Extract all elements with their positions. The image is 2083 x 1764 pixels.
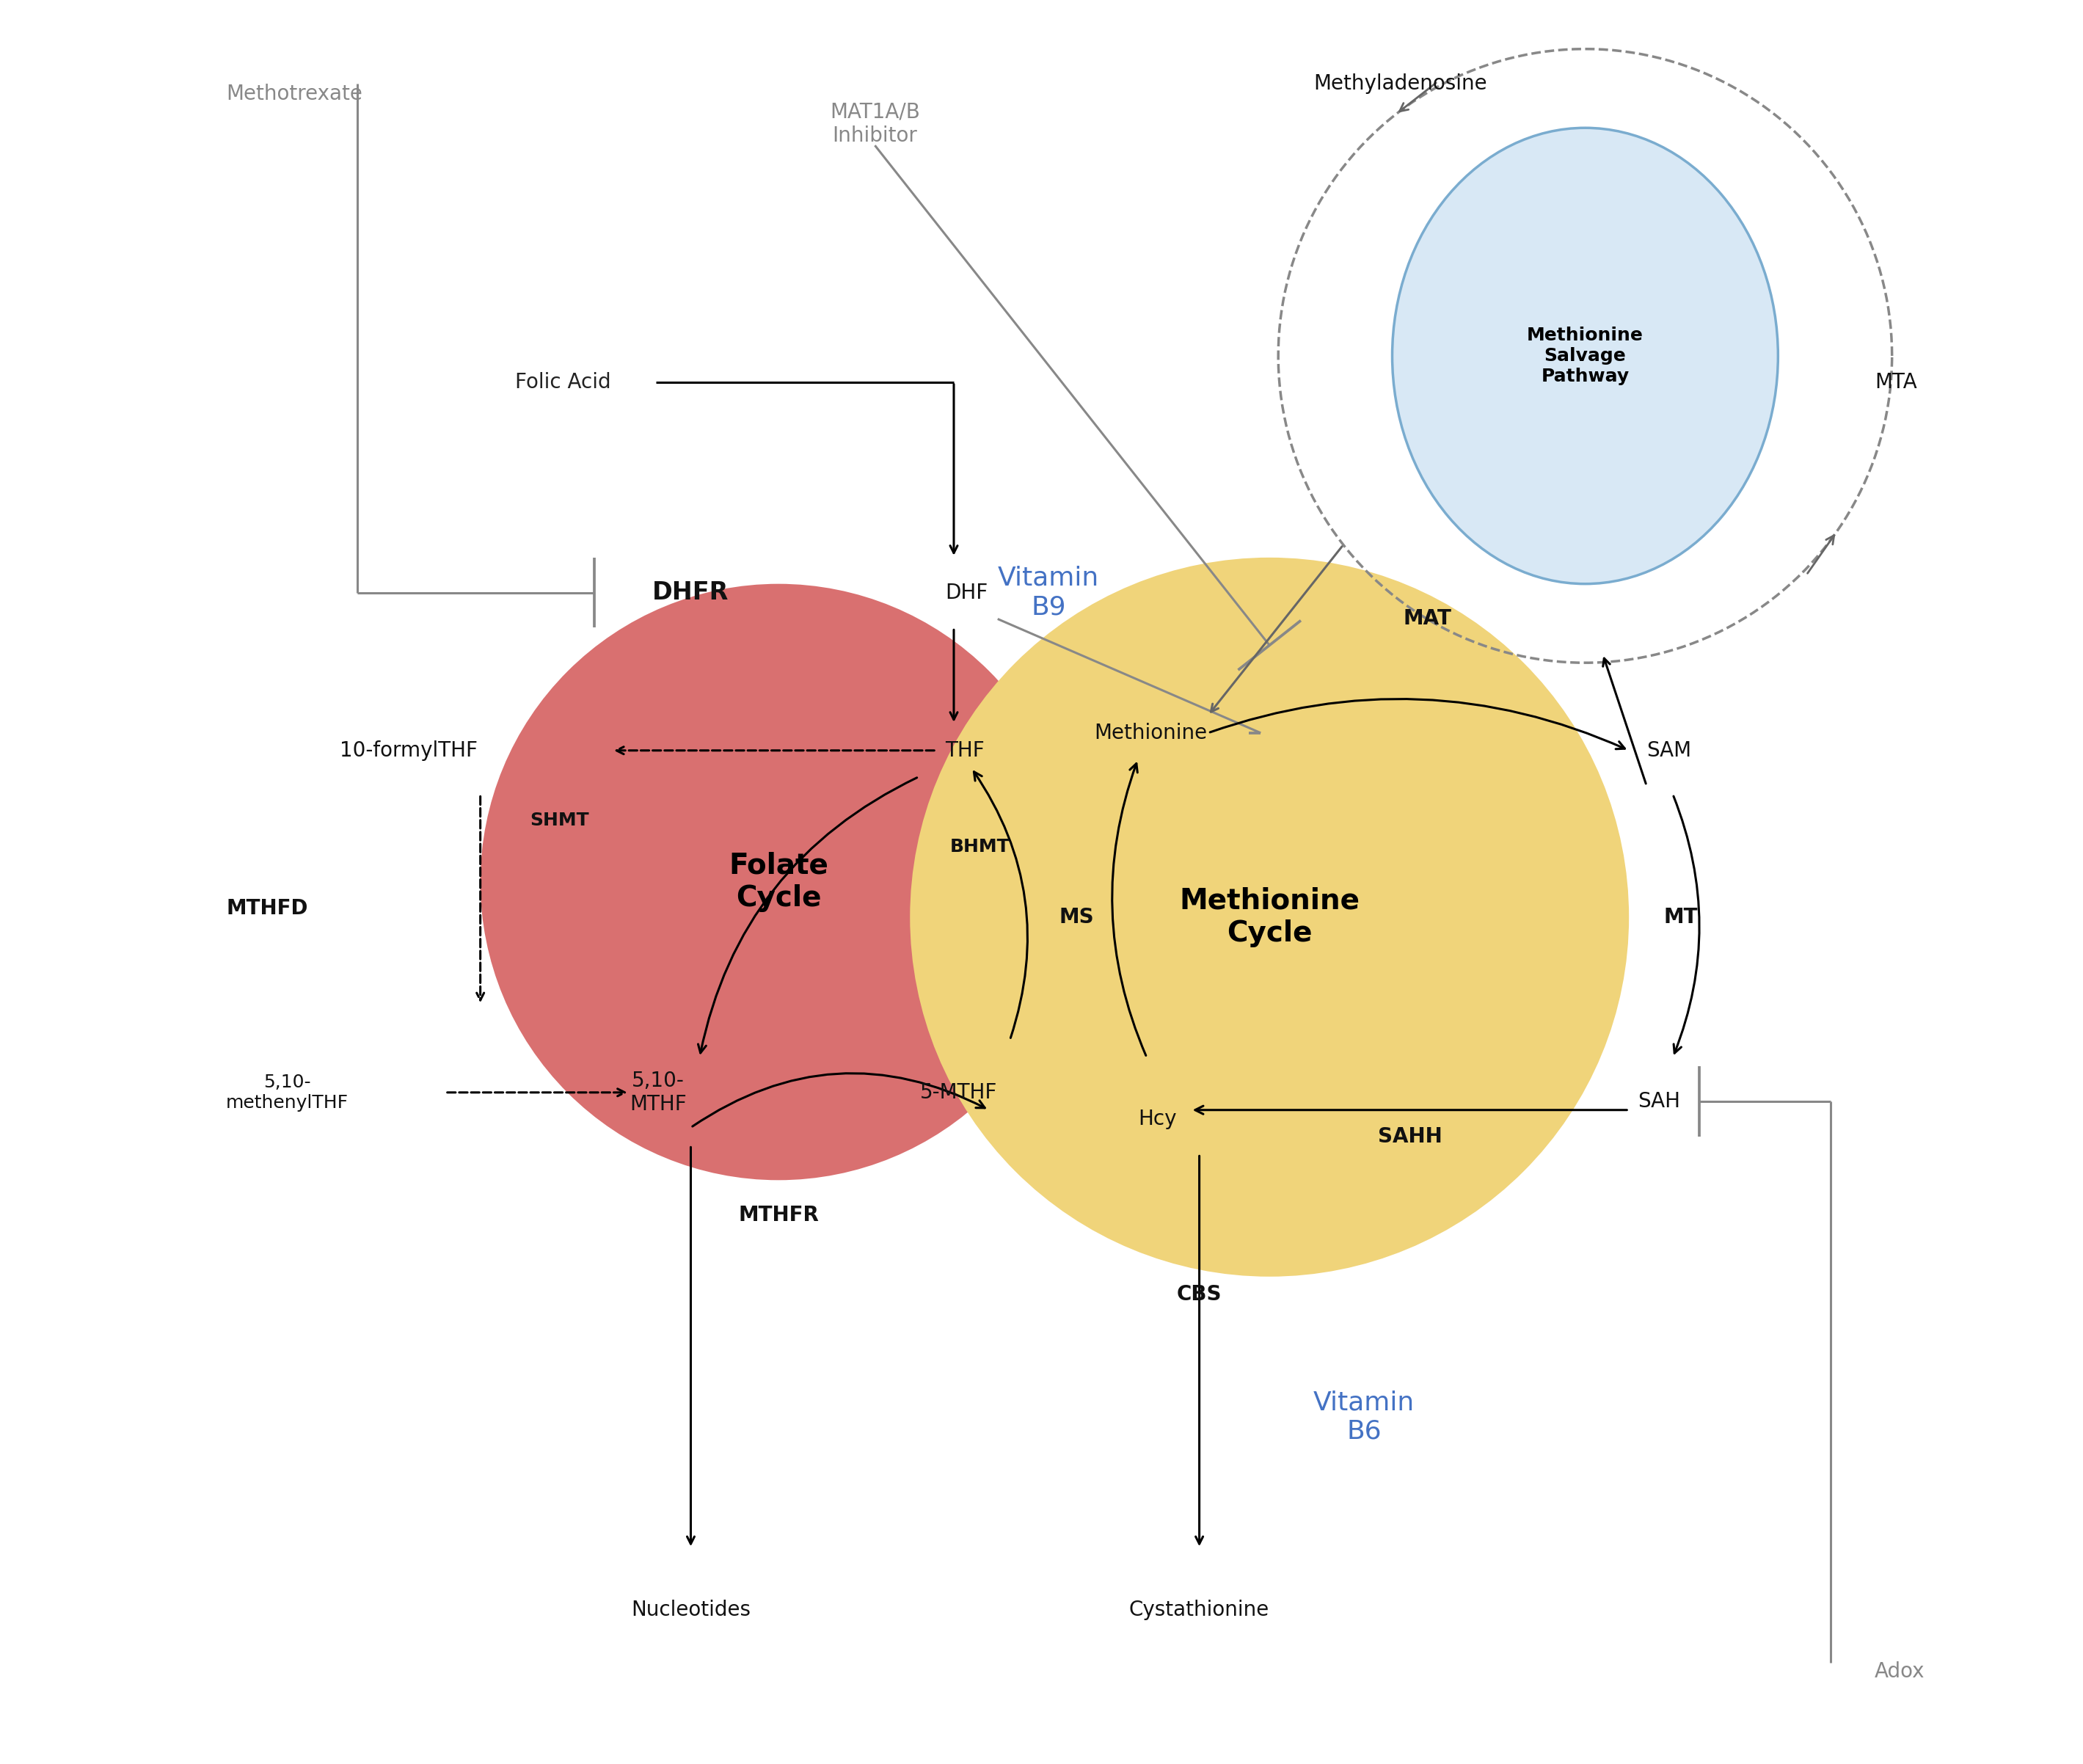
Text: MTHFR: MTHFR [737, 1205, 819, 1226]
Text: SHMT: SHMT [529, 811, 589, 829]
Text: MTA: MTA [1875, 372, 1916, 392]
Text: SAM: SAM [1646, 741, 1691, 760]
Text: DHF: DHF [946, 582, 987, 603]
Ellipse shape [481, 584, 1077, 1180]
Text: Vitamin
B9: Vitamin B9 [998, 566, 1100, 619]
Text: 5,10-
methenylTHF: 5,10- methenylTHF [227, 1074, 348, 1111]
Text: BHMT: BHMT [950, 838, 1010, 856]
Text: Methotrexate: Methotrexate [227, 85, 362, 104]
Ellipse shape [1391, 127, 1779, 584]
Text: Adox: Adox [1875, 1662, 1925, 1681]
Text: Cystathionine: Cystathionine [1129, 1600, 1269, 1619]
Text: Hcy: Hcy [1137, 1108, 1177, 1129]
Text: Methionine
Salvage
Pathway: Methionine Salvage Pathway [1527, 326, 1643, 385]
Text: 5-MTHF: 5-MTHF [921, 1081, 998, 1102]
Text: SAH: SAH [1637, 1090, 1681, 1111]
Text: DHFR: DHFR [652, 580, 729, 605]
Ellipse shape [910, 557, 1629, 1277]
Text: 10-formylTHF: 10-formylTHF [340, 741, 477, 760]
Text: Folic Acid: Folic Acid [515, 372, 610, 392]
Text: Vitamin
B6: Vitamin B6 [1312, 1390, 1414, 1445]
Text: Folate
Cycle: Folate Cycle [729, 852, 829, 912]
Text: 5,10-
MTHF: 5,10- MTHF [629, 1071, 687, 1115]
Text: MAT: MAT [1404, 609, 1452, 630]
Text: MS: MS [1058, 907, 1094, 928]
Text: Methionine: Methionine [1094, 723, 1208, 743]
Text: MTHFD: MTHFD [227, 898, 308, 919]
Text: MT: MT [1664, 907, 1698, 928]
Text: SAHH: SAHH [1377, 1125, 1441, 1147]
Text: THF: THF [946, 741, 985, 760]
Text: CBS: CBS [1177, 1284, 1223, 1304]
Text: MAT1A/B
Inhibitor: MAT1A/B Inhibitor [829, 102, 921, 146]
Text: Methionine
Cycle: Methionine Cycle [1179, 887, 1360, 947]
Text: Methyladenosine: Methyladenosine [1312, 74, 1487, 93]
Text: Nucleotides: Nucleotides [631, 1600, 750, 1619]
